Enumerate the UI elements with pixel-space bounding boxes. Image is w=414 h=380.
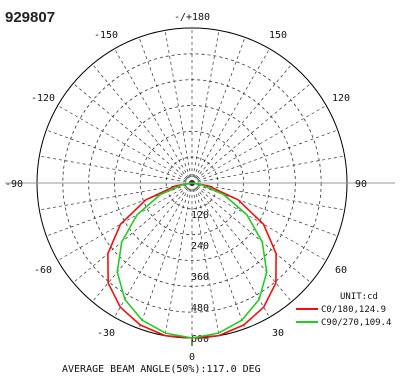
grid-spoke: [191, 182, 270, 318]
grid-spoke: [191, 182, 292, 302]
angle-label: -90: [5, 179, 23, 190]
angle-label: -30: [97, 328, 115, 339]
radial-tick-label: 600: [191, 334, 209, 345]
beam-angle-footer: AVERAGE BEAM ANGLE(50%):117.0 DEG: [62, 364, 261, 375]
radial-tick-label: 480: [191, 303, 209, 314]
grid-spoke: [191, 182, 220, 336]
grid-spoke: [138, 37, 193, 184]
grid-spoke: [191, 129, 338, 184]
grid-spoke: [114, 48, 193, 184]
radial-tick-labels: 120 240 360 480 600: [191, 210, 209, 345]
grid-spoke: [92, 64, 193, 184]
grid-spoke: [164, 30, 193, 184]
grid-spoke: [191, 30, 220, 184]
angle-label: 0: [189, 352, 195, 363]
polar-grid: [5, 27, 395, 346]
legend-entry: C0/180,124.9: [321, 305, 386, 315]
angle-labels: -/+180 -150 150 -120 120 -90 90 -60 60 -30 30 0: [5, 12, 367, 363]
grid-spoke: [73, 182, 193, 283]
radial-tick-label: 360: [191, 272, 209, 283]
grid-spoke: [57, 105, 193, 184]
grid-spoke: [191, 37, 246, 184]
grid-spoke: [46, 129, 193, 184]
radial-tick-label: 240: [191, 241, 209, 252]
grid-spoke: [191, 64, 292, 184]
grid-spoke: [191, 155, 345, 184]
angle-label: -120: [31, 93, 55, 104]
grid-spoke: [57, 182, 193, 261]
angle-label: 60: [335, 265, 347, 276]
intensity-curves: [107, 182, 277, 339]
grid-spoke: [39, 155, 193, 184]
grid-spoke: [114, 182, 193, 318]
series-curve: [116, 182, 268, 339]
grid-spoke: [138, 182, 193, 329]
grid-spoke: [164, 182, 193, 336]
grid-spoke: [191, 182, 345, 211]
grid-spoke: [191, 105, 327, 184]
unit-label: UNIT:cd: [340, 292, 378, 302]
angle-label: 90: [355, 179, 367, 190]
angle-label: -/+180: [174, 12, 210, 23]
angle-label: 150: [269, 30, 287, 41]
grid-spoke: [191, 48, 270, 184]
radial-tick-label: 120: [191, 210, 209, 221]
model-id: 929807: [5, 9, 55, 26]
angle-label: 120: [332, 93, 350, 104]
legend: UNIT:cd C0/180,124.9 C90/270,109.4: [296, 292, 391, 328]
grid-spoke: [92, 182, 193, 302]
grid-spoke: [73, 83, 193, 184]
angle-label: -150: [94, 30, 118, 41]
grid-spoke: [191, 182, 311, 283]
grid-spoke: [191, 182, 246, 329]
legend-entry: C90/270,109.4: [321, 318, 391, 328]
angle-label: -60: [34, 265, 52, 276]
grid-spoke: [191, 83, 311, 184]
grid-spoke: [191, 182, 327, 261]
grid-spoke: [39, 182, 193, 211]
angle-label: 30: [272, 328, 284, 339]
